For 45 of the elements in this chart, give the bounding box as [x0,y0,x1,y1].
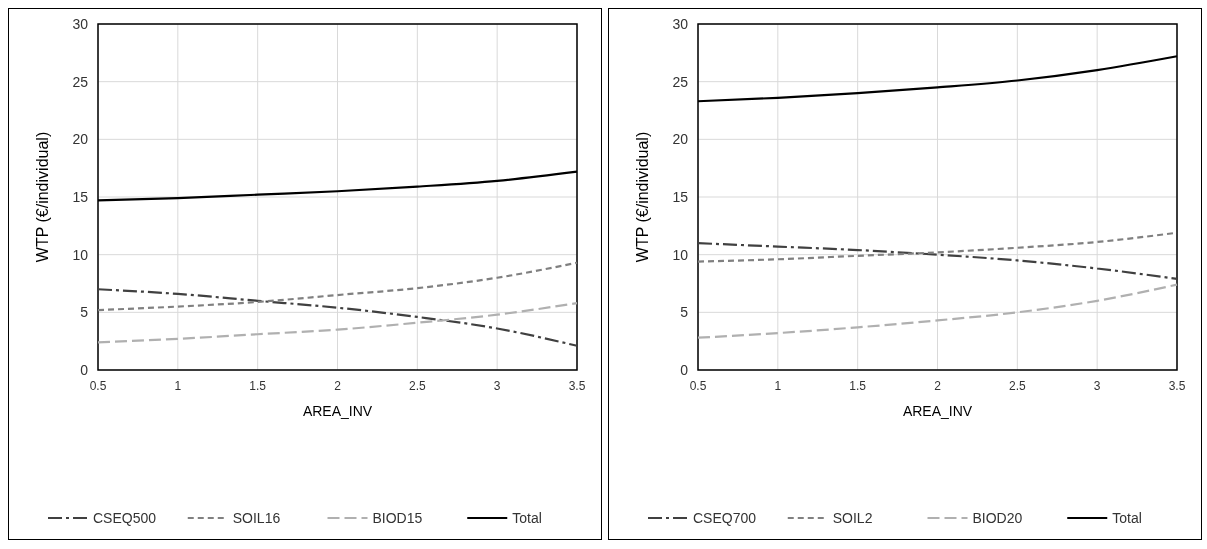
x-axis-title: AREA_INV [902,403,973,419]
x-axis-title: AREA_INV [302,403,373,419]
x-tick-label: 0.5 [89,379,107,393]
y-tick-label: 20 [72,131,89,148]
x-tick-label: 1 [774,379,782,393]
y-axis-title: WTP (€/individual) [634,131,651,263]
line-series [96,261,579,312]
legend-label: CSEQ500 [93,509,157,526]
line-series [96,288,579,347]
y-tick-label: 0 [680,361,689,378]
x-tick-label: 2.5 [1008,379,1026,393]
line-series [696,283,1179,339]
y-tick-label: 30 [672,15,689,32]
legend-label: BIOD15 [372,509,423,526]
legend-label: Total [512,509,542,526]
x-tick-label: 2 [334,379,342,393]
y-tick-label: 30 [72,15,89,32]
y-tick-label: 25 [672,73,689,90]
legend-label: SOIL2 [832,509,873,526]
x-tick-label: 2.5 [408,379,426,393]
legend-label: CSEQ700 [693,509,757,526]
y-axis-title: WTP (€/individual) [34,131,51,263]
legend-label: SOIL16 [232,509,281,526]
legend-label: BIOD20 [972,509,1023,526]
y-tick-label: 15 [72,188,89,205]
legend-label: Total [1112,509,1142,526]
x-tick-label: 3 [1093,379,1101,393]
y-tick-label: 25 [72,73,89,90]
y-tick-label: 15 [672,188,689,205]
y-tick-label: 0 [80,361,89,378]
x-tick-label: 0.5 [689,379,707,393]
y-tick-label: 5 [80,304,89,321]
x-tick-label: 3.5 [1168,379,1186,393]
line-series [96,302,579,344]
x-tick-label: 3.5 [568,379,586,393]
y-tick-label: 10 [672,246,689,263]
line-series [696,242,1179,280]
x-tick-label: 1.5 [249,379,267,393]
y-tick-label: 20 [672,131,689,148]
y-tick-label: 10 [72,246,89,263]
y-tick-label: 5 [680,304,689,321]
x-tick-label: 3 [493,379,501,393]
x-tick-label: 1.5 [849,379,867,393]
x-tick-label: 1 [174,379,182,393]
x-tick-label: 2 [934,379,942,393]
